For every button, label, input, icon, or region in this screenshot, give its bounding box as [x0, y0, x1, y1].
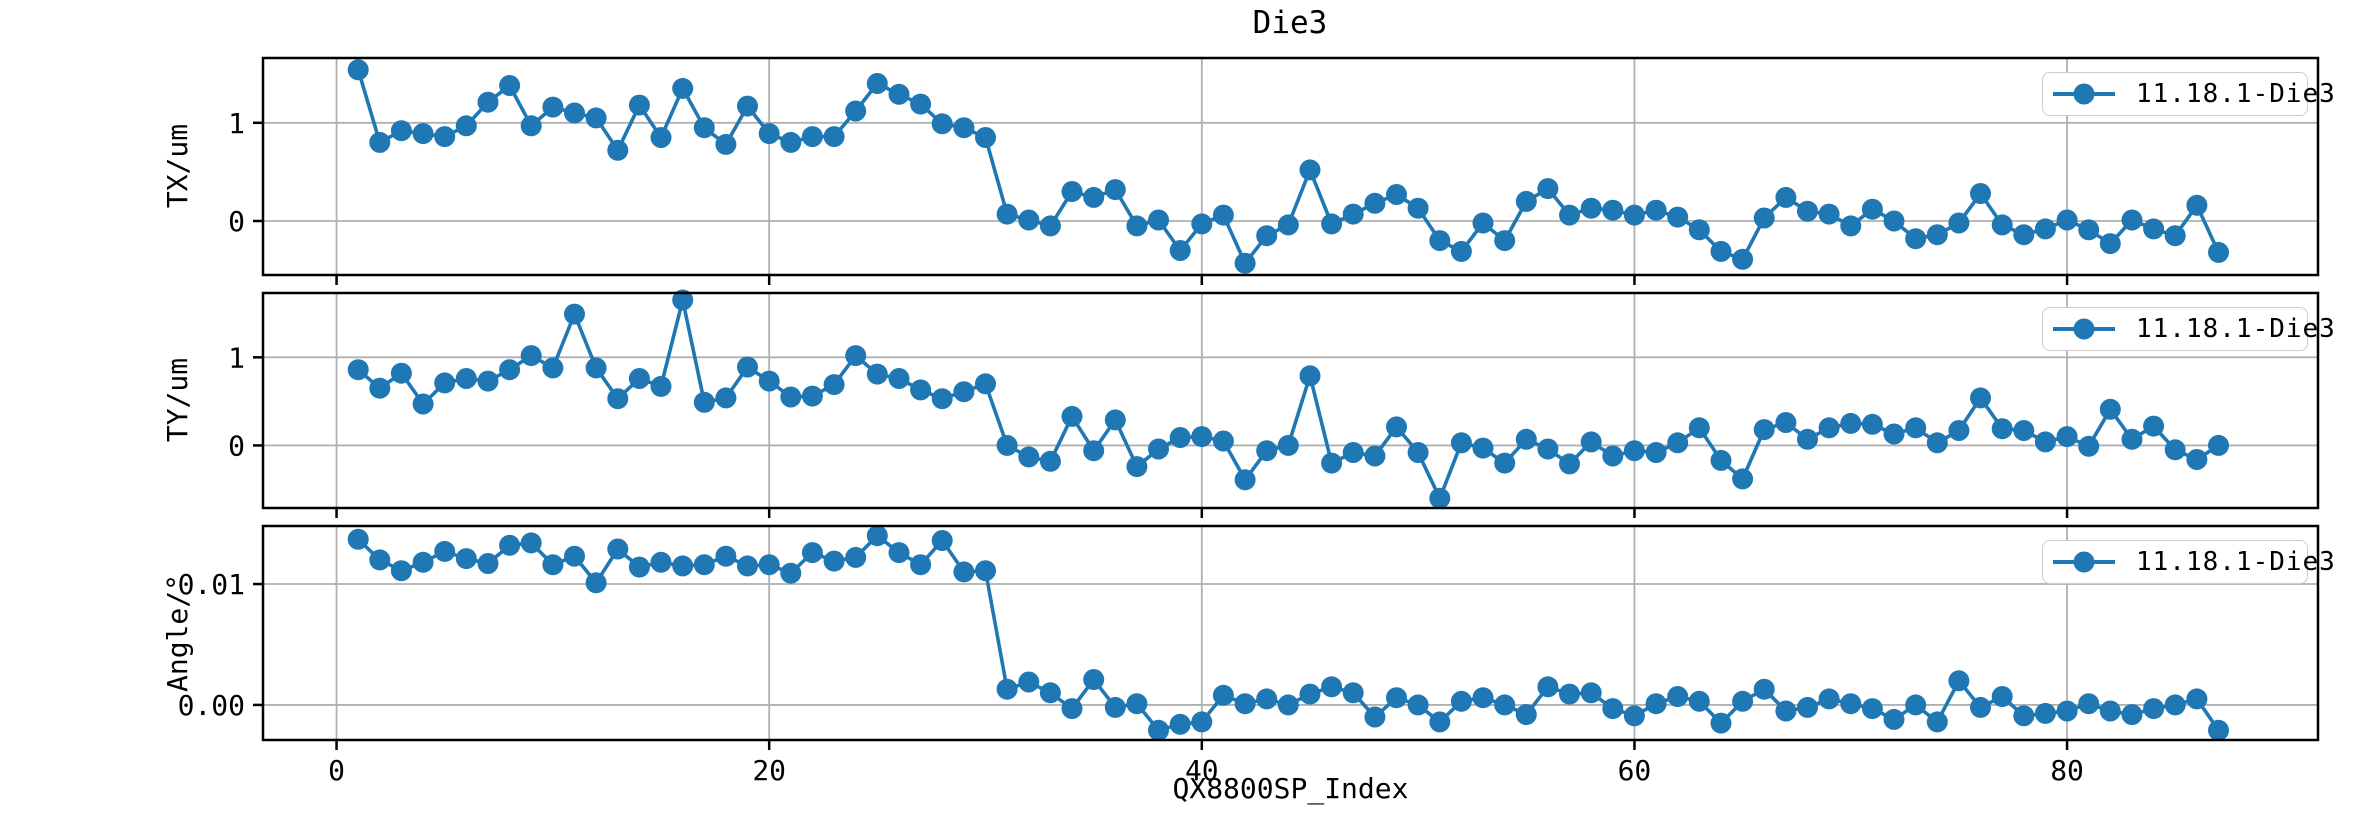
y-tick-label: 0 [228, 205, 245, 238]
x-tick-label: 60 [1618, 754, 1652, 787]
legend-line-sample [2053, 83, 2115, 105]
y-tick-label: 0 [228, 429, 245, 462]
legend-marker-icon [2073, 83, 2095, 105]
legend-tx: 11.18.1-Die3 [2042, 72, 2335, 116]
legend-label: 11.18.1-Die3 [2136, 314, 2336, 344]
x-tick-label: 80 [2050, 754, 2084, 787]
legend-line-sample [2053, 318, 2115, 340]
x-axis-label: QX8800SP_Index [1172, 772, 1409, 805]
legend-angle: 11.18.1-Die3 [2042, 540, 2335, 584]
legend-marker-icon [2073, 318, 2095, 340]
y-tick-label: 0.01 [178, 568, 245, 601]
legend-ty: 11.18.1-Die3 [2042, 307, 2335, 351]
chart-title-text: Die3 [1252, 5, 1328, 41]
subplot-angle: 0 20 40 60 80 0.00 0.01 [178, 524, 2320, 787]
legend-label: 11.18.1-Die3 [2136, 547, 2336, 577]
subplot-tx: 01 [228, 56, 2320, 285]
legend-marker-icon [2073, 551, 2095, 573]
x-tick-label: 0 [328, 754, 345, 787]
chart-title: Die3 [0, 6, 2372, 40]
legend-label: 11.18.1-Die3 [2136, 79, 2336, 109]
y-tick-label: 1 [228, 107, 245, 140]
subplot-ty: 01 [228, 289, 2320, 518]
x-tick-label: 40 [1185, 754, 1219, 787]
y-tick-label: 1 [228, 341, 245, 374]
y-tick-label: 0.00 [178, 689, 245, 722]
legend-line-sample [2053, 551, 2115, 573]
x-tick-label: 20 [752, 754, 786, 787]
